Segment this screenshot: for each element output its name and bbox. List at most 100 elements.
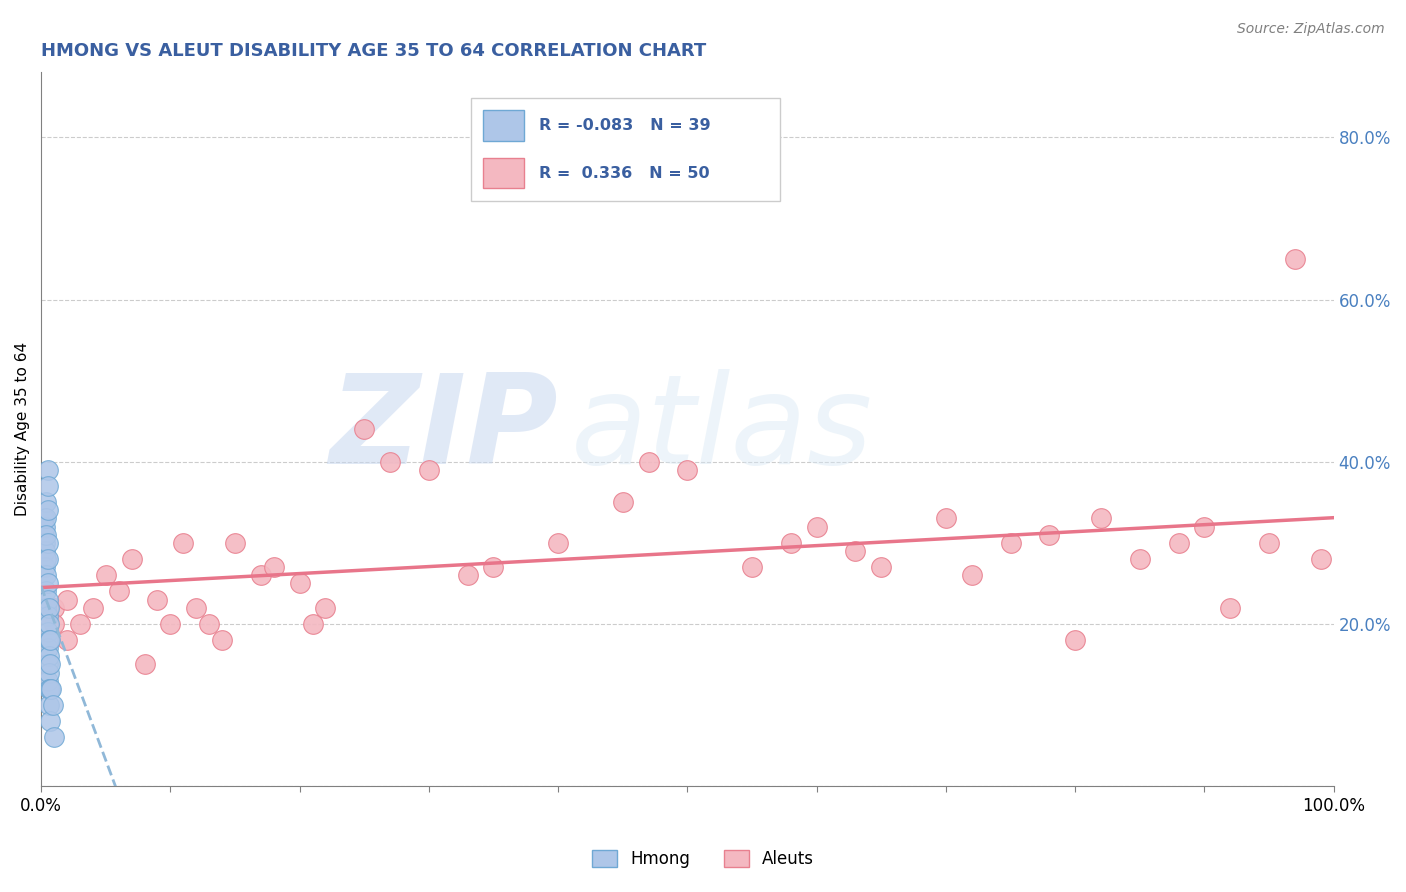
- Point: [42, 600, 65, 615]
- Text: ZIP: ZIP: [329, 368, 558, 490]
- Point: [741, 560, 763, 574]
- Point: [250, 568, 273, 582]
- Point: [186, 600, 208, 615]
- Point: [37, 463, 59, 477]
- Point: [482, 560, 505, 574]
- Point: [37, 657, 59, 672]
- Point: [314, 600, 336, 615]
- Point: [146, 592, 169, 607]
- Point: [121, 552, 143, 566]
- Point: [1258, 536, 1281, 550]
- Point: [211, 633, 233, 648]
- Legend: Hmong, Aleuts: Hmong, Aleuts: [585, 843, 821, 875]
- Point: [37, 641, 59, 656]
- Point: [457, 568, 479, 582]
- Point: [56, 633, 79, 648]
- Point: [263, 560, 285, 574]
- Point: [37, 536, 59, 550]
- Point: [935, 511, 957, 525]
- Point: [42, 698, 65, 712]
- Point: [42, 616, 65, 631]
- Text: R =  0.336   N = 50: R = 0.336 N = 50: [538, 166, 710, 180]
- Bar: [484, 158, 523, 188]
- Point: [1064, 633, 1087, 648]
- Point: [35, 600, 58, 615]
- Point: [37, 503, 59, 517]
- Point: [637, 455, 659, 469]
- Point: [34, 560, 56, 574]
- FancyBboxPatch shape: [471, 98, 780, 201]
- Point: [1038, 527, 1060, 541]
- Point: [37, 479, 59, 493]
- Point: [1167, 536, 1189, 550]
- Point: [1284, 252, 1306, 266]
- Point: [1309, 552, 1331, 566]
- Point: [1129, 552, 1152, 566]
- Point: [41, 681, 63, 696]
- Bar: [484, 111, 523, 141]
- Text: HMONG VS ALEUT DISABILITY AGE 35 TO 64 CORRELATION CHART: HMONG VS ALEUT DISABILITY AGE 35 TO 64 C…: [41, 42, 706, 60]
- Point: [134, 657, 156, 672]
- Point: [34, 519, 56, 533]
- Point: [301, 616, 323, 631]
- Point: [39, 633, 62, 648]
- Point: [547, 536, 569, 550]
- Point: [37, 592, 59, 607]
- Point: [38, 649, 60, 664]
- Point: [38, 681, 60, 696]
- Point: [39, 657, 62, 672]
- Point: [198, 616, 221, 631]
- Point: [38, 600, 60, 615]
- Point: [612, 495, 634, 509]
- Point: [870, 560, 893, 574]
- Text: R = -0.083   N = 39: R = -0.083 N = 39: [538, 119, 710, 133]
- Point: [1090, 511, 1112, 525]
- Point: [37, 608, 59, 623]
- Point: [960, 568, 983, 582]
- Point: [32, 527, 55, 541]
- Point: [1219, 600, 1241, 615]
- Point: [37, 576, 59, 591]
- Point: [39, 714, 62, 729]
- Point: [82, 600, 104, 615]
- Point: [288, 576, 311, 591]
- Point: [38, 616, 60, 631]
- Point: [159, 616, 181, 631]
- Point: [35, 511, 58, 525]
- Point: [378, 455, 401, 469]
- Text: Source: ZipAtlas.com: Source: ZipAtlas.com: [1237, 22, 1385, 37]
- Point: [35, 527, 58, 541]
- Point: [34, 536, 56, 550]
- Point: [224, 536, 246, 550]
- Point: [32, 511, 55, 525]
- Point: [69, 616, 91, 631]
- Text: atlas: atlas: [571, 368, 873, 490]
- Point: [56, 592, 79, 607]
- Point: [35, 552, 58, 566]
- Point: [42, 731, 65, 745]
- Point: [37, 625, 59, 640]
- Point: [37, 552, 59, 566]
- Point: [38, 665, 60, 680]
- Y-axis label: Disability Age 35 to 64: Disability Age 35 to 64: [15, 343, 30, 516]
- Point: [107, 584, 129, 599]
- Point: [353, 422, 375, 436]
- Point: [37, 673, 59, 688]
- Point: [418, 463, 440, 477]
- Point: [35, 495, 58, 509]
- Point: [39, 681, 62, 696]
- Point: [1000, 536, 1022, 550]
- Point: [844, 544, 866, 558]
- Point: [1194, 519, 1216, 533]
- Point: [38, 633, 60, 648]
- Point: [94, 568, 117, 582]
- Point: [34, 544, 56, 558]
- Point: [676, 463, 699, 477]
- Point: [779, 536, 801, 550]
- Point: [35, 568, 58, 582]
- Point: [37, 608, 59, 623]
- Point: [38, 698, 60, 712]
- Point: [172, 536, 194, 550]
- Point: [35, 584, 58, 599]
- Point: [806, 519, 828, 533]
